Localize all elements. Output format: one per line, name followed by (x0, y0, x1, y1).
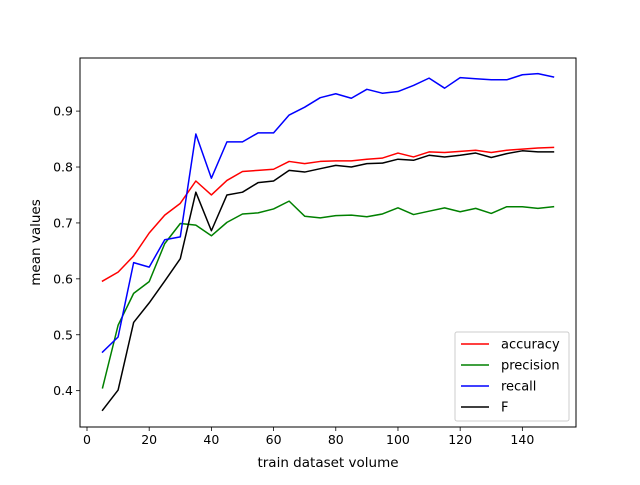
x-axis-label: train dataset volume (257, 455, 398, 471)
y-tick-label: 0.8 (53, 160, 73, 175)
legend-box (454, 331, 570, 422)
series-layer (101, 72, 555, 412)
y-axis-ticks: 0.4 0.5 0.6 0.7 0.8 0.9 (53, 104, 80, 398)
y-tick-label: 0.9 (53, 104, 73, 119)
x-tick-label: 100 (386, 432, 410, 447)
plot-frame (79, 57, 577, 428)
series-line-f (101, 150, 555, 412)
y-axis-label: mean values (28, 199, 44, 285)
legend-label-recall: recall (501, 380, 536, 395)
x-axis-ticks: 0 20 40 60 80 100 120 140 (83, 427, 534, 447)
y-tick-label: 0.7 (53, 215, 73, 230)
x-tick-label: 80 (328, 432, 344, 447)
legend: accuracy precision recall F (454, 331, 570, 422)
x-tick-label: 40 (203, 432, 219, 447)
legend-label-precision: precision (501, 359, 560, 374)
x-tick-label: 60 (266, 432, 282, 447)
x-tick-label: 140 (510, 432, 534, 447)
y-tick-label: 0.4 (53, 383, 73, 398)
legend-items: accuracy precision recall F (461, 338, 560, 416)
x-tick-label: 20 (141, 432, 157, 447)
y-tick-label: 0.5 (53, 327, 73, 342)
series-line-precision (101, 200, 555, 389)
y-tick-label: 0.6 (53, 271, 73, 286)
x-tick-label: 120 (448, 432, 472, 447)
x-tick-label: 0 (83, 432, 91, 447)
legend-label-f: F (501, 401, 508, 416)
legend-label-accuracy: accuracy (501, 338, 560, 353)
series-line-accuracy (101, 146, 555, 283)
series-line-recall (101, 72, 555, 354)
